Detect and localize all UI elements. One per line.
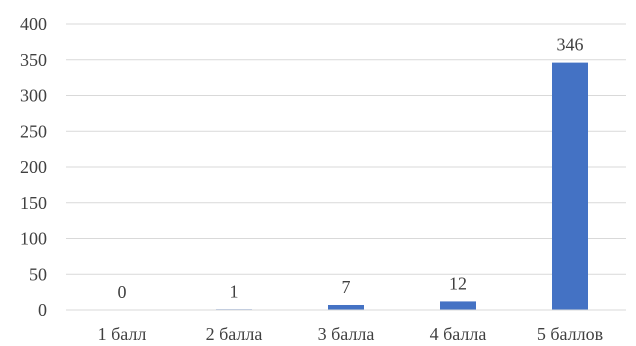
- y-tick-label: 250: [20, 121, 47, 141]
- bars: [216, 62, 588, 310]
- y-tick-label: 50: [29, 264, 47, 284]
- x-category-label: 2 балла: [206, 324, 263, 344]
- y-tick-label: 400: [20, 14, 47, 34]
- gridlines: [66, 23, 626, 275]
- x-category-label: 5 баллов: [537, 324, 603, 344]
- y-tick-label: 0: [38, 300, 47, 320]
- data-label: 7: [342, 277, 351, 297]
- data-label: 346: [557, 35, 584, 55]
- y-tick-label: 350: [20, 50, 47, 70]
- x-axis-labels: 1 балл 2 балла 3 балла 4 балла 5 баллов: [98, 324, 604, 344]
- data-label: 12: [449, 273, 467, 293]
- data-label: 0: [118, 282, 127, 302]
- bar: [328, 304, 364, 310]
- data-label: 1: [230, 281, 239, 301]
- y-axis-ticks: 0 50 100 150 200 250 300 350 400: [20, 14, 47, 320]
- data-labels: 0 1 7 12 346: [118, 35, 584, 302]
- y-tick-label: 200: [20, 157, 47, 177]
- y-tick-label: 300: [20, 86, 47, 106]
- x-category-label: 4 балла: [430, 324, 487, 344]
- y-tick-label: 100: [20, 229, 47, 249]
- x-category-label: 3 балла: [318, 324, 375, 344]
- y-tick-label: 150: [20, 193, 47, 213]
- bar: [552, 62, 588, 310]
- x-category-label: 1 балл: [98, 324, 147, 344]
- bar: [440, 301, 476, 310]
